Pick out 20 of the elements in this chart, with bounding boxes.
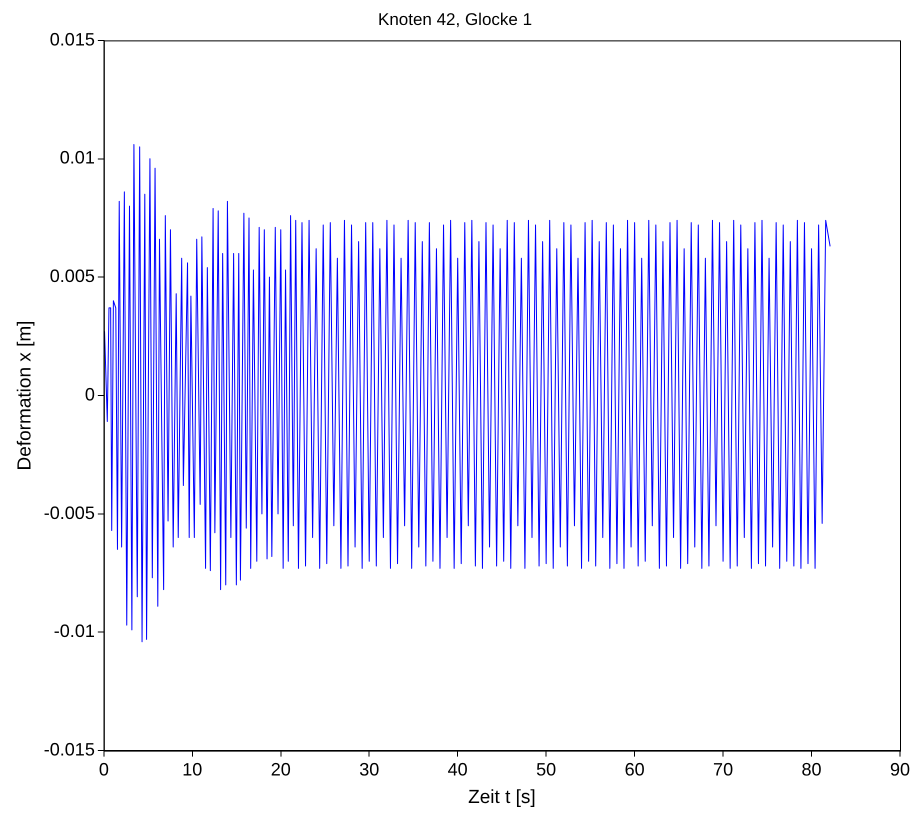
y-tick-label: 0.01 — [60, 148, 95, 168]
x-axis-title: Zeit t [s] — [468, 786, 536, 808]
x-tick-label: 20 — [270, 759, 291, 780]
chart-title: Knoten 42, Glocke 1 — [378, 10, 532, 29]
x-tick-label: 70 — [713, 759, 734, 780]
y-tick-label: -0.01 — [54, 621, 95, 642]
x-tick-label: 10 — [182, 759, 202, 780]
y-tick-label: 0 — [84, 384, 95, 404]
x-tick-label: 0 — [98, 759, 109, 780]
y-tick-label: -0.015 — [44, 740, 95, 760]
x-tick-label: 80 — [802, 759, 822, 780]
x-tick-label: 40 — [448, 759, 468, 780]
x-tick-label: 30 — [359, 759, 380, 780]
y-tick-label: 0.015 — [50, 29, 95, 50]
x-tick-label: 50 — [536, 759, 556, 780]
x-tick-label: 60 — [624, 759, 645, 780]
y-tick-label: -0.005 — [44, 502, 95, 523]
x-tick-label: 90 — [890, 759, 910, 780]
y-tick-label: 0.005 — [50, 266, 95, 286]
y-axis-title: Deformation x [m] — [14, 320, 36, 470]
